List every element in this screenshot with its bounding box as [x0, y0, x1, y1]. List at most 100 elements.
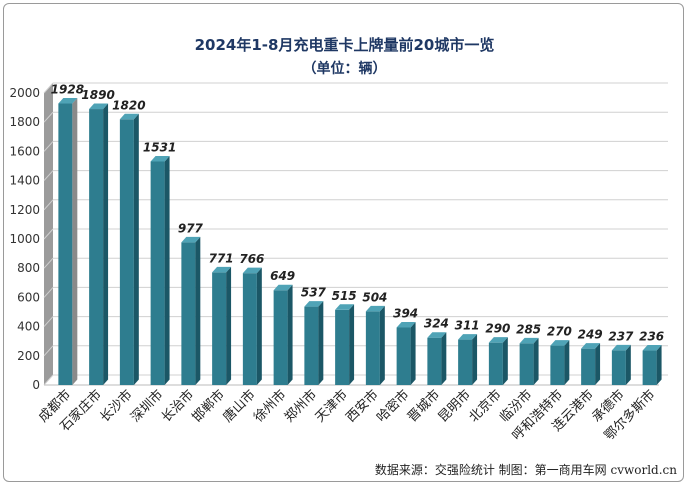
bar — [242, 273, 257, 385]
bar-top — [304, 301, 324, 307]
bar-side — [256, 267, 262, 385]
bar-side — [226, 266, 232, 385]
bar — [150, 161, 165, 385]
y-tick-label: 1600 — [9, 144, 40, 158]
gridline-side — [43, 345, 54, 357]
x-tick-label: 哈密市 — [374, 387, 413, 426]
gridline-side — [43, 170, 54, 181]
bar-top — [519, 337, 539, 344]
bar-top — [458, 334, 478, 340]
bar-side — [72, 98, 78, 386]
bar-side — [533, 337, 539, 385]
bar-side — [103, 103, 109, 385]
data-label: 977 — [178, 221, 204, 235]
bar — [181, 242, 196, 385]
bar — [581, 348, 596, 385]
gridline-side — [43, 374, 54, 386]
data-label: 766 — [239, 252, 264, 266]
bar-side — [502, 337, 508, 385]
bar-side — [410, 321, 416, 385]
data-label: 324 — [424, 317, 449, 331]
x-tick-label: 邯郸市 — [189, 387, 228, 426]
x-tick-label: 唐山市 — [220, 387, 259, 426]
x-tick-label: 深圳市 — [128, 387, 167, 426]
x-tick-label: 长沙市 — [97, 387, 136, 426]
gridline-side — [43, 82, 54, 94]
bar-top — [396, 321, 416, 328]
bar-side — [133, 113, 139, 385]
data-label: 249 — [578, 328, 603, 342]
bar-side — [625, 344, 631, 385]
bar-top — [89, 103, 109, 110]
data-label: 771 — [209, 251, 234, 265]
y-tick-label: 1400 — [9, 174, 40, 188]
data-label: 394 — [393, 306, 418, 320]
bar — [427, 337, 442, 385]
y-tick-label: 1200 — [9, 203, 40, 217]
data-label: 1928 — [51, 83, 84, 97]
data-label: 236 — [639, 330, 664, 344]
x-tick-label: 长治市 — [158, 387, 197, 426]
chart-title: 2024年1-8月充电重卡上牌量前20城市一览 — [194, 36, 495, 54]
data-label: 285 — [516, 322, 541, 336]
bar — [550, 345, 565, 385]
bar — [396, 327, 411, 385]
y-tick-label: 800 — [17, 261, 40, 275]
bar — [119, 119, 134, 385]
bar-top — [550, 340, 570, 346]
bar-side — [441, 332, 447, 385]
x-tick-label: 徐州市 — [251, 387, 290, 426]
y-tick-label: 400 — [17, 320, 40, 334]
y-tick-label: 1000 — [9, 232, 40, 246]
bar — [273, 290, 288, 385]
bar — [519, 343, 534, 385]
gridline-side — [43, 257, 54, 269]
bar-side — [472, 334, 478, 385]
chart-subtitle: （单位：辆） — [302, 61, 387, 77]
bar-top — [150, 155, 170, 162]
y-tick-label: 0 — [32, 378, 40, 392]
bar — [611, 350, 626, 385]
bar — [212, 272, 227, 385]
bar — [458, 339, 473, 385]
x-tick-label: 昆明市 — [435, 387, 474, 426]
bar-top — [335, 304, 355, 310]
x-tick-label: 郑州市 — [281, 387, 320, 426]
bar-side — [656, 345, 662, 385]
bar — [58, 103, 73, 386]
data-label: 1820 — [112, 98, 145, 112]
bar-top — [119, 113, 139, 120]
bar-side — [318, 301, 324, 385]
gridline-side — [43, 199, 54, 211]
y-tick-label: 2000 — [9, 86, 40, 100]
data-label: 1890 — [81, 88, 114, 102]
data-label: 649 — [270, 269, 295, 283]
gridline-side — [43, 111, 54, 123]
x-tick-label: 西安市 — [343, 387, 382, 426]
bar-side — [195, 236, 201, 385]
data-label: 515 — [332, 289, 357, 303]
bar-top — [611, 344, 631, 351]
y-tick-label: 600 — [17, 290, 40, 304]
data-label: 237 — [608, 329, 634, 343]
data-label: 290 — [485, 322, 510, 336]
x-tick-label: 晋城市 — [404, 387, 443, 426]
bar-top — [58, 98, 78, 104]
bar-top — [365, 305, 385, 312]
bar-top — [181, 236, 201, 243]
bar — [642, 350, 657, 385]
bar-side — [287, 284, 293, 385]
bar-top — [642, 345, 662, 351]
bar-top — [242, 267, 262, 274]
bar — [335, 309, 350, 385]
bar — [304, 306, 319, 385]
x-tick-label: 北京市 — [466, 387, 505, 426]
bar — [488, 342, 503, 385]
bar-side — [595, 343, 601, 385]
gridline-side — [43, 141, 54, 152]
bar-top — [273, 284, 293, 291]
y-tick-label: 200 — [17, 349, 40, 363]
gridline-side — [43, 287, 54, 298]
bar-side — [564, 340, 570, 385]
